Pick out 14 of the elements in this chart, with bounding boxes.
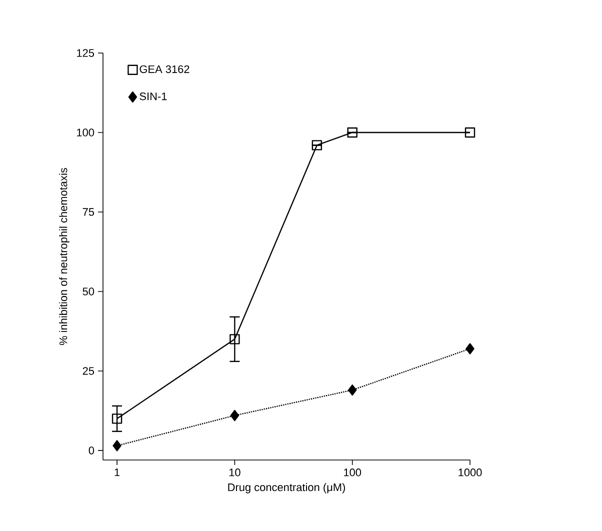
x-tick-label: 100 bbox=[344, 468, 362, 476]
y-tick-label: 100 bbox=[77, 128, 94, 136]
y-tick-label: 50 bbox=[82, 288, 94, 296]
y-tick-label: 0 bbox=[88, 446, 94, 454]
x-tick-label: 1 bbox=[114, 468, 120, 476]
y-tick-label: 125 bbox=[77, 49, 94, 57]
x-tick-label: 10 bbox=[229, 468, 240, 476]
legend-label: GEA 3162 bbox=[140, 65, 190, 74]
x-axis-title: Drug concentration (μM) bbox=[228, 483, 345, 494]
y-tick-label: 25 bbox=[82, 367, 94, 375]
y-axis-title: % inhibition of neutrophil chemotaxis bbox=[59, 168, 70, 346]
x-tick-label: 1000 bbox=[458, 468, 482, 476]
y-tick-label: 75 bbox=[82, 208, 94, 216]
legend-label: SIN-1 bbox=[140, 92, 167, 100]
